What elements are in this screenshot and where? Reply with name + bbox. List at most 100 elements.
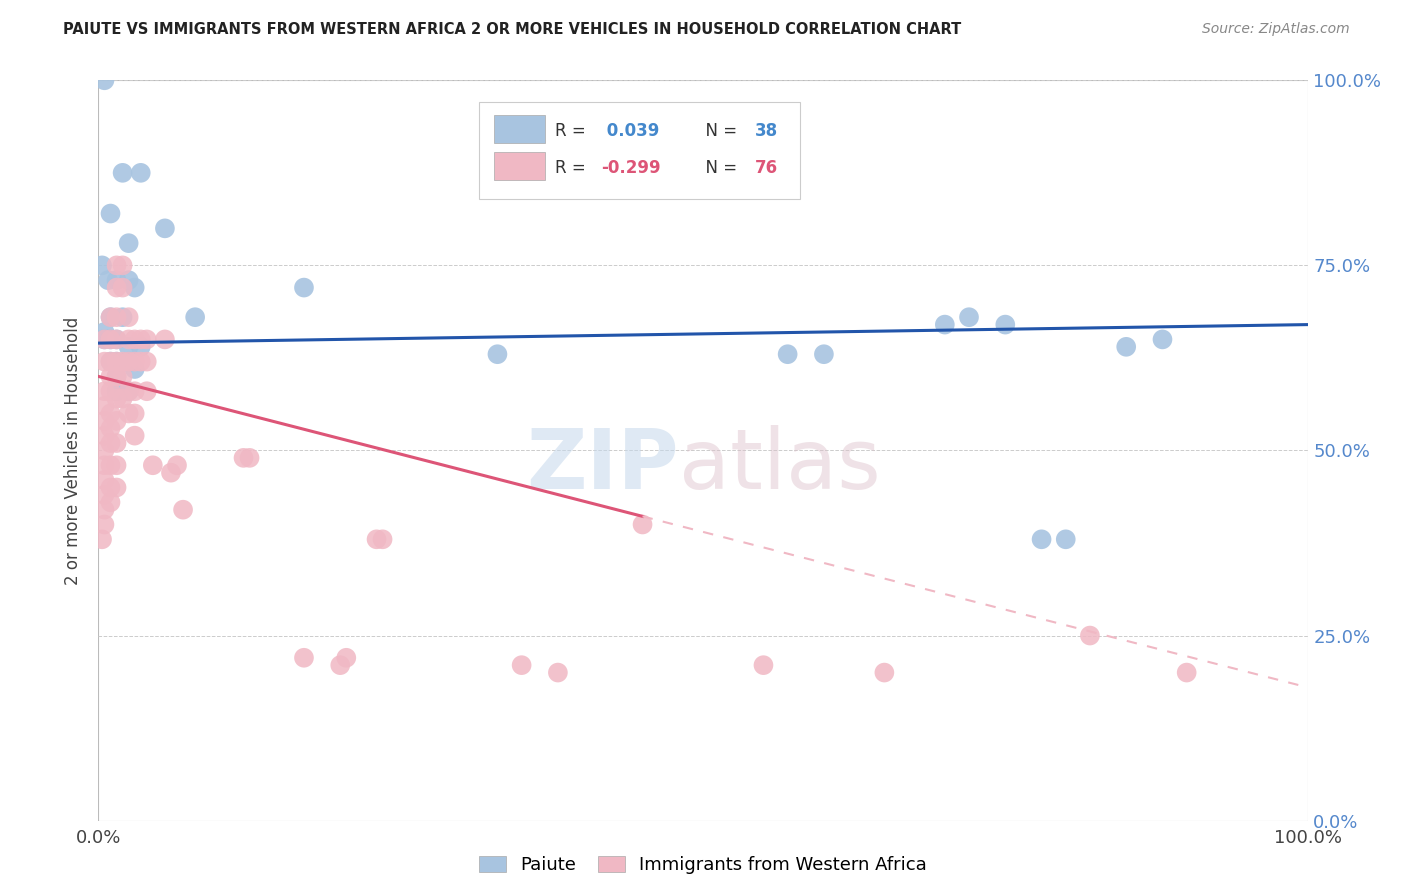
Point — [153, 221, 176, 235]
Point — [100, 407, 122, 421]
Point — [166, 458, 188, 473]
Point — [124, 384, 146, 399]
Point — [100, 354, 122, 368]
Point — [91, 533, 114, 547]
Point — [93, 428, 115, 442]
Point — [105, 280, 128, 294]
Point — [105, 481, 128, 495]
Point — [100, 436, 122, 450]
Point — [129, 354, 152, 368]
Point — [93, 384, 115, 399]
Point — [91, 259, 114, 273]
Point — [486, 347, 509, 361]
Point — [105, 354, 128, 368]
Point — [93, 502, 115, 516]
Point — [776, 347, 799, 361]
Point — [93, 399, 115, 413]
Point — [160, 466, 183, 480]
Point — [100, 206, 122, 220]
Point — [105, 310, 128, 325]
Point — [118, 273, 141, 287]
FancyBboxPatch shape — [494, 153, 544, 180]
Point — [1152, 333, 1174, 347]
Text: 38: 38 — [755, 121, 778, 140]
Point — [105, 369, 128, 384]
Point — [129, 166, 152, 180]
Text: 76: 76 — [755, 159, 778, 177]
Point — [93, 414, 115, 428]
Y-axis label: 2 or more Vehicles in Household: 2 or more Vehicles in Household — [65, 317, 83, 584]
Point — [135, 384, 157, 399]
Point — [93, 517, 115, 532]
Point — [105, 333, 128, 347]
Text: PAIUTE VS IMMIGRANTS FROM WESTERN AFRICA 2 OR MORE VEHICLES IN HOUSEHOLD CORRELA: PAIUTE VS IMMIGRANTS FROM WESTERN AFRICA… — [63, 22, 962, 37]
Point — [105, 369, 128, 384]
Point — [184, 310, 207, 325]
Text: atlas: atlas — [679, 425, 880, 506]
Point — [111, 354, 134, 368]
Point — [631, 517, 654, 532]
Text: N =: N = — [695, 159, 742, 177]
Point — [124, 428, 146, 442]
Point — [142, 458, 165, 473]
Point — [93, 333, 115, 347]
Point — [135, 354, 157, 368]
Point — [93, 458, 115, 473]
Point — [100, 354, 122, 368]
Point — [100, 333, 122, 347]
Text: 0.039: 0.039 — [602, 121, 659, 140]
Point — [957, 310, 980, 325]
Text: R =: R = — [555, 121, 592, 140]
Point — [547, 665, 569, 680]
Point — [1115, 340, 1137, 354]
Point — [111, 259, 134, 273]
Point — [232, 450, 254, 465]
Point — [93, 333, 115, 347]
Point — [105, 436, 128, 450]
Point — [100, 310, 122, 325]
Point — [329, 658, 352, 673]
Point — [371, 533, 394, 547]
Point — [118, 236, 141, 251]
Point — [873, 665, 896, 680]
Point — [111, 166, 134, 180]
Point — [994, 318, 1017, 332]
Point — [105, 273, 128, 287]
Point — [93, 443, 115, 458]
Point — [105, 458, 128, 473]
Point — [124, 407, 146, 421]
Point — [934, 318, 956, 332]
Text: ZIP: ZIP — [526, 425, 679, 506]
Text: R =: R = — [555, 159, 592, 177]
Point — [100, 333, 122, 347]
Point — [292, 650, 315, 665]
Point — [124, 354, 146, 368]
Point — [239, 450, 262, 465]
Point — [129, 340, 152, 354]
Point — [118, 354, 141, 368]
FancyBboxPatch shape — [479, 103, 800, 199]
Point — [105, 392, 128, 406]
Point — [100, 369, 122, 384]
Point — [97, 273, 120, 287]
Point — [93, 325, 115, 339]
Point — [124, 280, 146, 294]
Point — [93, 354, 115, 368]
Point — [118, 384, 141, 399]
Point — [105, 333, 128, 347]
Point — [124, 362, 146, 376]
Point — [100, 384, 122, 399]
Point — [752, 658, 775, 673]
Point — [292, 280, 315, 294]
Point — [100, 421, 122, 435]
Point — [813, 347, 835, 361]
Point — [111, 392, 134, 406]
Point — [366, 533, 388, 547]
Text: -0.299: -0.299 — [602, 159, 661, 177]
Point — [93, 73, 115, 87]
Point — [1078, 628, 1101, 642]
Point — [111, 280, 134, 294]
Point — [1054, 533, 1077, 547]
Point — [100, 310, 122, 325]
Point — [118, 333, 141, 347]
